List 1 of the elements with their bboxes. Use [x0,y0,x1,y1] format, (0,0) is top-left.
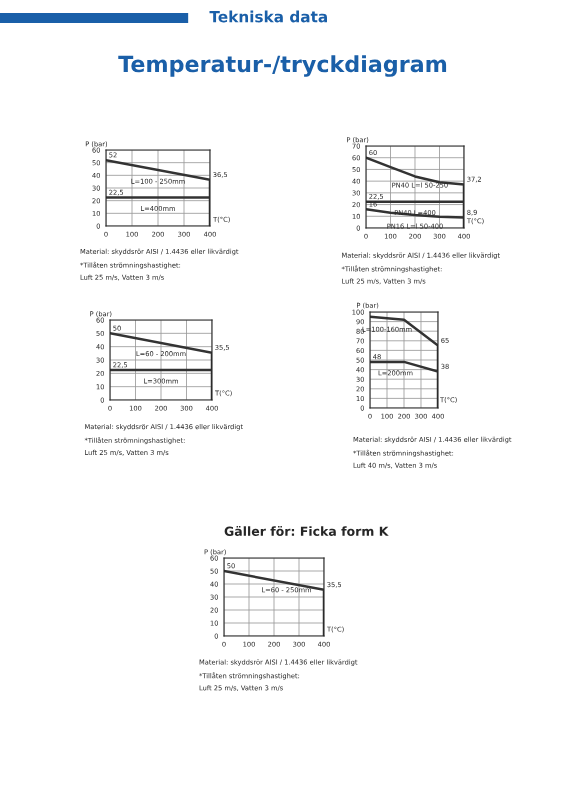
text: Temperatur-/tryckdiagram [118,55,447,77]
